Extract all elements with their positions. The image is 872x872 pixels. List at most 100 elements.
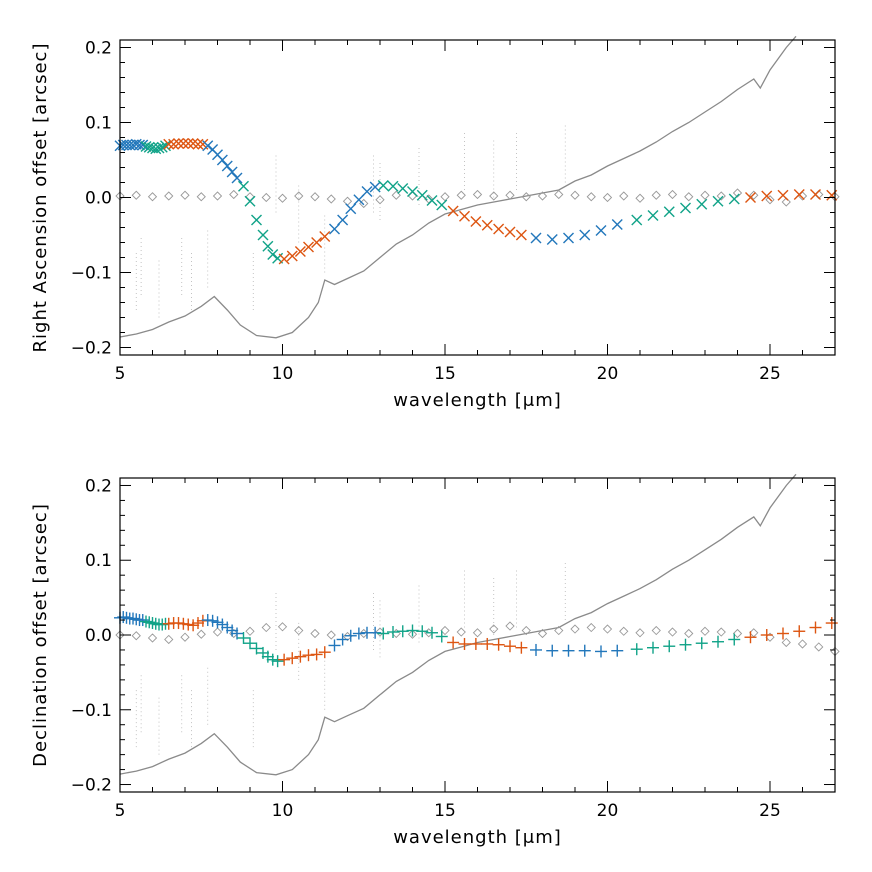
plus-point-orange (744, 631, 757, 644)
cross-point-teal (647, 210, 659, 221)
marker-stroke (329, 223, 340, 235)
x-tick-label: 20 (597, 364, 619, 384)
cross-point-teal (663, 206, 675, 218)
marker-stroke (244, 195, 256, 207)
plus-point-teal (406, 624, 419, 637)
cross-point-teal (143, 141, 155, 153)
marker-stroke (278, 253, 290, 265)
diamond-point (797, 639, 808, 649)
cross-point-orange (447, 205, 459, 217)
plus-point-orange (294, 650, 307, 663)
cross-point-orange (278, 253, 290, 265)
y-tick-label: −0.2 (71, 776, 112, 796)
diamond-point (131, 631, 141, 641)
y-tick-label: 0.2 (85, 39, 112, 59)
cross-point-orange (177, 138, 189, 149)
plus-point-orange (793, 625, 806, 638)
diamond-point (700, 626, 710, 636)
diamond-point (586, 622, 596, 633)
plus-point-teal (426, 626, 438, 639)
y-tick-label: −0.2 (71, 339, 112, 359)
cross-point-orange (761, 190, 773, 202)
marker-stroke (680, 202, 691, 214)
marker-stroke (810, 189, 821, 200)
cross-point-orange (515, 229, 527, 241)
marker-stroke (579, 229, 591, 241)
x-tick-label: 25 (759, 801, 781, 821)
diamond-point (456, 627, 466, 637)
marker-stroke (267, 249, 279, 260)
cross-point-blue (221, 160, 233, 172)
plus-point-orange (192, 617, 204, 630)
marker-stroke (777, 189, 789, 201)
marker-stroke (793, 189, 805, 200)
diamond-point (781, 637, 791, 648)
cross-point-orange (294, 246, 306, 257)
cross-point-teal (238, 180, 249, 192)
cross-point-teal (153, 142, 165, 154)
diamond-point (326, 194, 336, 204)
cross-point-orange (745, 192, 756, 203)
plus-point-blue (562, 644, 575, 657)
plus-point-orange (492, 638, 505, 651)
plus-point-teal (435, 630, 448, 643)
marker-stroke (202, 140, 214, 152)
plus-point-teal (728, 633, 741, 646)
marker-stroke (192, 138, 204, 150)
x-axis-label: wavelength [μm] (393, 390, 562, 411)
plus-point-orange (469, 637, 482, 650)
diamond-point (651, 190, 661, 200)
diamond-point (602, 192, 613, 203)
y-tick-label: −0.1 (71, 701, 112, 721)
marker-stroke (345, 203, 357, 215)
x-tick-label: 10 (272, 364, 294, 384)
plus-point-blue (578, 644, 591, 657)
marker-stroke (319, 231, 331, 242)
diamond-point (326, 630, 336, 640)
diamond-point (472, 628, 483, 638)
x-axis-label: wavelength [μm] (393, 827, 562, 848)
cross-point-teal (407, 186, 418, 197)
plus-point-blue (369, 626, 382, 639)
diamond-point (651, 625, 661, 636)
plus-point-teal (647, 641, 659, 654)
panel-right-ascension: 5 10 15 20 25 −0.2 −0.1 0.0 0.1 0.2 wavelength [μm… (30, 35, 840, 411)
plus-point-orange (318, 646, 331, 659)
cross-point-orange (470, 216, 482, 227)
marker-stroke (226, 166, 238, 178)
marker-stroke (216, 154, 228, 166)
diamond-point (180, 190, 190, 200)
marker-stroke (168, 138, 180, 150)
y-axis-label: Declination offset [arcsec] (30, 503, 51, 767)
y-tick-label: 0.0 (85, 626, 112, 646)
x-tick-label: 15 (434, 364, 456, 384)
plus-point-blue (328, 639, 341, 652)
cross-point-blue (345, 203, 357, 215)
plus-point-orange (187, 619, 200, 632)
plus-point-blue (546, 644, 559, 657)
diamond-point (489, 624, 499, 634)
marker-stroke (137, 139, 149, 151)
plus-point-orange (447, 636, 460, 649)
cross-point-orange (168, 138, 180, 150)
marker-stroke (177, 138, 189, 149)
diamond-point (521, 625, 531, 636)
plus-point-blue (117, 611, 130, 624)
marker-stroke (187, 138, 199, 149)
plus-point-teal (663, 640, 676, 653)
cross-point-blue (329, 223, 340, 235)
cross-point-blue (216, 154, 228, 166)
diamond-point (586, 192, 596, 202)
cross-point-orange (187, 138, 199, 149)
plus-point-orange (177, 617, 190, 630)
plus-point-blue (231, 627, 243, 640)
marker-stroke (221, 160, 233, 172)
cross-point-blue (611, 219, 623, 230)
plus-point-orange (182, 618, 195, 631)
cross-point-teal (712, 195, 724, 207)
diamond-point (570, 190, 580, 200)
y-tick-label: 0.1 (85, 551, 112, 571)
cross-point-orange (481, 219, 493, 231)
cross-point-teal (150, 143, 162, 155)
